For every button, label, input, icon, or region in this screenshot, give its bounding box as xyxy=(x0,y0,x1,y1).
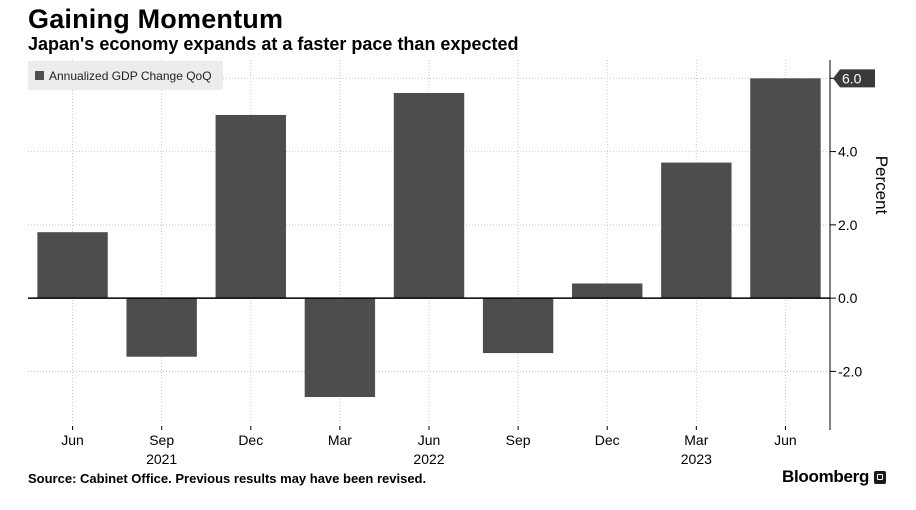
bar-dec-6 xyxy=(572,283,643,299)
terminal-icon xyxy=(874,470,887,484)
last-value-badge xyxy=(833,69,875,88)
legend-label: Annualized GDP Change QoQ xyxy=(49,69,212,83)
bar-sep-5 xyxy=(482,298,554,354)
x-year-label: 2022 xyxy=(413,451,444,467)
bar-jun-4 xyxy=(393,92,465,299)
x-tick-label: Dec xyxy=(238,432,263,448)
y-tick-label: 2.0 xyxy=(838,217,858,233)
x-year-label: 2023 xyxy=(681,451,712,467)
x-tick-label: Jun xyxy=(61,432,84,448)
x-tick-label: Mar xyxy=(684,432,708,448)
brand-logo: Bloomberg xyxy=(782,467,887,487)
y-tick-label: 0.0 xyxy=(838,290,858,306)
legend: Annualized GDP Change QoQ xyxy=(28,61,223,90)
legend-box xyxy=(28,61,223,90)
x-tick-label: Dec xyxy=(595,432,620,448)
y-axis-title: Percent xyxy=(872,156,891,215)
chart: -2.0 0.0 2.0 4.0 6.0 Percent Jun Sep Dec Mar Jun Se… xyxy=(28,60,891,467)
bars xyxy=(37,78,821,398)
x-tick-label: Sep xyxy=(506,432,531,448)
brand-name: Bloomberg xyxy=(782,467,870,486)
axes: -2.0 0.0 2.0 4.0 6.0 Percent Jun Sep Dec Mar Jun Se… xyxy=(28,60,891,467)
legend-swatch xyxy=(35,71,44,80)
y-tick-label: -2.0 xyxy=(838,363,862,379)
source-note: Source: Cabinet Office. Previous results… xyxy=(28,471,427,486)
bar-mar-3 xyxy=(304,298,376,398)
bar-dec-2 xyxy=(215,114,286,299)
chart-title: Gaining Momentum xyxy=(28,4,284,34)
bar-jun-0 xyxy=(37,232,108,299)
x-tick-label: Jun xyxy=(418,432,441,448)
bar-mar-7 xyxy=(661,162,732,299)
x-year-label: 2021 xyxy=(146,451,177,467)
bar-jun-8 xyxy=(750,78,821,299)
x-tick-label: Sep xyxy=(149,432,174,448)
x-tick-label: Jun xyxy=(774,432,797,448)
y-tick-label: 4.0 xyxy=(838,144,858,160)
bar-sep-1 xyxy=(126,298,197,357)
last-value-label: 6.0 xyxy=(842,70,862,86)
x-tick-label: Mar xyxy=(328,432,352,448)
chart-subtitle: Japan's economy expands at a faster pace… xyxy=(28,34,519,54)
